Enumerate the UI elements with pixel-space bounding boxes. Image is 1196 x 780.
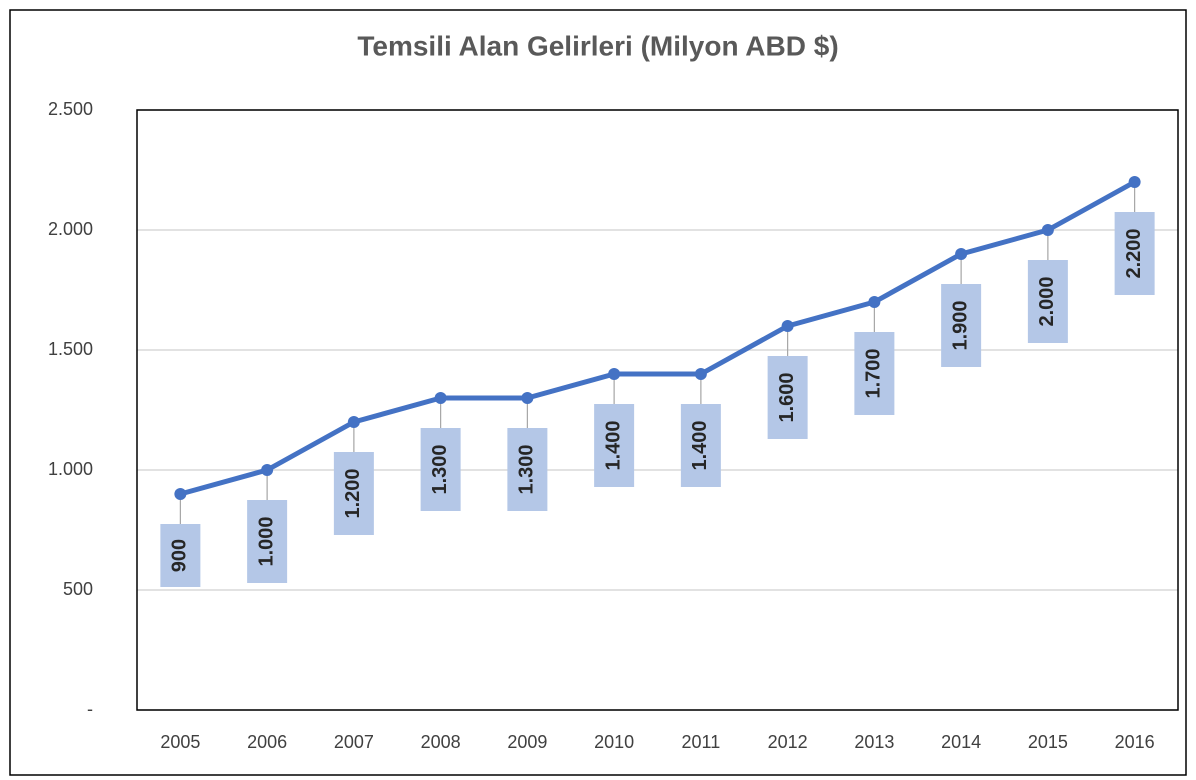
- data-label-box: [507, 428, 548, 511]
- y-tick-label: 2.500: [48, 99, 93, 119]
- data-label: 1.400: [602, 420, 624, 470]
- x-tick-label: 2007: [334, 732, 374, 752]
- data-label: 900: [169, 539, 191, 572]
- data-label-box: [680, 404, 721, 487]
- data-label: 1.600: [776, 372, 798, 422]
- data-label: 1.200: [342, 468, 364, 518]
- data-label-box: [247, 500, 288, 583]
- x-tick-label: 2011: [682, 732, 721, 752]
- line: [179, 179, 1136, 497]
- marker: [694, 368, 707, 380]
- marker: [781, 320, 794, 332]
- marker: [174, 488, 187, 500]
- x-tick-label: 2005: [160, 732, 200, 752]
- x-tick-label: 2006: [247, 732, 287, 752]
- x-tick-label: 2016: [1115, 732, 1155, 752]
- data-label: 2.200: [1123, 228, 1145, 278]
- y-tick-label: -: [87, 699, 93, 719]
- data-label: 1.900: [949, 300, 971, 350]
- data-label: 1.400: [689, 420, 711, 470]
- chart-border: [9, 9, 1187, 776]
- chart-title: Temsili Alan Gelirleri (Milyon ABD $): [357, 30, 838, 61]
- y-tick-label: 500: [63, 579, 93, 599]
- data-label: 1.000: [255, 516, 277, 566]
- data-label-box: [1027, 260, 1068, 343]
- x-tick-label: 2009: [507, 732, 547, 752]
- data-label-box: [420, 428, 461, 511]
- data-label: 1.300: [516, 444, 538, 494]
- data-label-box: [941, 284, 982, 367]
- data-label: 1.300: [429, 444, 451, 494]
- x-tick-label: 2010: [594, 732, 634, 752]
- marker: [1128, 176, 1141, 188]
- x-tick-label: 2008: [421, 732, 461, 752]
- marker: [347, 416, 360, 428]
- data-label-box: [160, 524, 201, 587]
- marker: [608, 368, 621, 380]
- data-label: 2.000: [1036, 276, 1058, 326]
- marker: [521, 392, 534, 404]
- x-tick-label: 2013: [854, 732, 894, 752]
- data-label-box: [854, 332, 895, 415]
- x-tick-label: 2012: [768, 732, 808, 752]
- data-label-box: [594, 404, 635, 487]
- y-tick-label: 1.000: [48, 459, 93, 479]
- marker: [434, 392, 447, 404]
- data-label-box: [333, 452, 374, 535]
- marker: [955, 248, 968, 260]
- x-tick-label: 2014: [941, 732, 981, 752]
- marker: [868, 296, 881, 308]
- y-tick-label: 1.500: [48, 339, 93, 359]
- x-tick-label: 2015: [1028, 732, 1068, 752]
- plot-area-border: [136, 109, 1179, 711]
- data-label: 1.700: [863, 348, 885, 398]
- marker: [1041, 224, 1054, 236]
- marker: [261, 464, 274, 476]
- y-tick-label: 2.000: [48, 219, 93, 239]
- data-label-box: [1114, 212, 1155, 295]
- data-label-box: [767, 356, 808, 439]
